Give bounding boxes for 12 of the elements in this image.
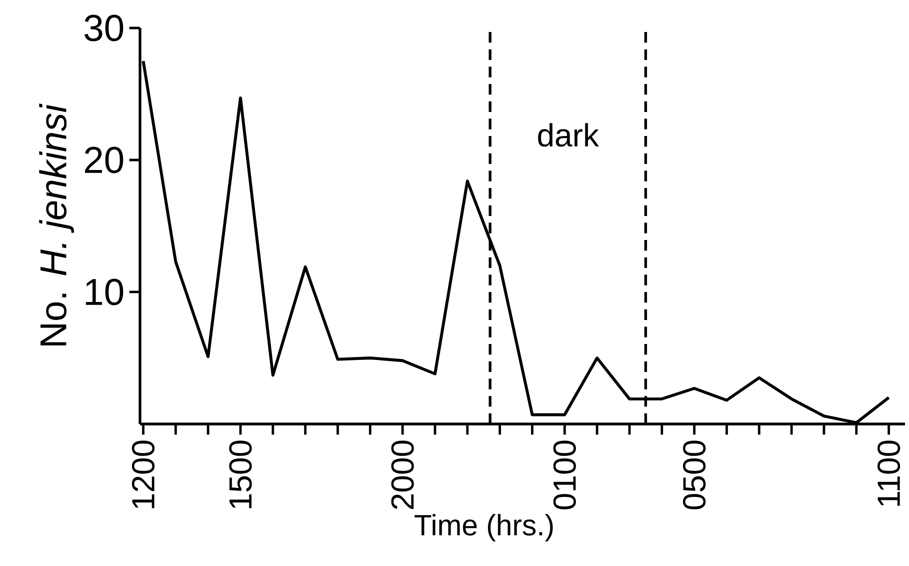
x-tick-label: 1100 xyxy=(877,440,900,506)
y-tick-label: 30 xyxy=(84,14,124,42)
x-tick-label: 0500 xyxy=(682,440,706,510)
y-tick-label: 10 xyxy=(86,278,124,306)
y-tick-label: 20 xyxy=(84,146,124,174)
x-tick-label: 2000 xyxy=(391,440,414,509)
annotation: dark xyxy=(538,123,600,147)
y-axis-title: No. H. jenkinsi xyxy=(39,104,74,346)
x-tick-label: 1500 xyxy=(229,440,252,508)
x-tick-label: 1200 xyxy=(132,440,155,508)
x-axis-title: Time (hrs.) xyxy=(414,514,553,542)
x-tick-label: 0100 xyxy=(553,440,576,510)
